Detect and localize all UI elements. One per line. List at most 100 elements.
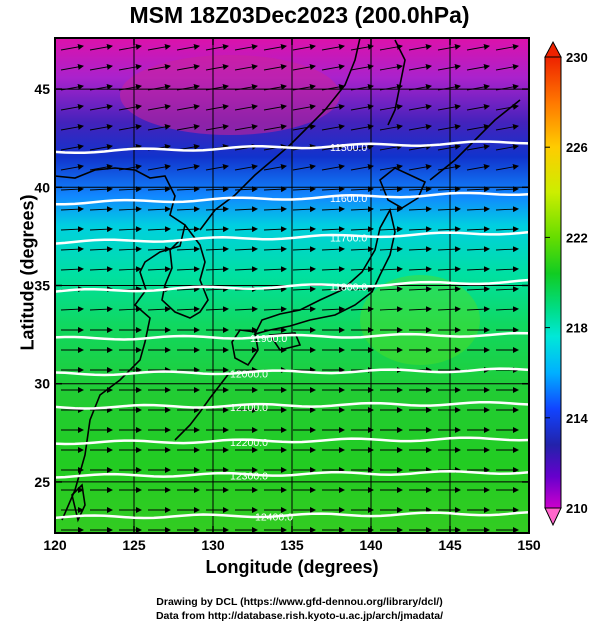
- wind-arrow: [321, 286, 345, 293]
- wind-arrow: [60, 163, 84, 171]
- wind-arrow: [466, 123, 490, 131]
- wind-arrow: [466, 226, 490, 233]
- wind-arrow: [408, 63, 432, 71]
- wind-arrow: [205, 123, 229, 131]
- wind-arrow: [379, 143, 403, 151]
- wind-arrow: [205, 63, 229, 71]
- wind-arrow: [495, 143, 519, 151]
- wind-arrow: [437, 186, 461, 193]
- wind-arrow: [292, 306, 316, 313]
- wind-arrow: [495, 246, 519, 253]
- contour-label: 12200.0: [230, 437, 268, 449]
- wind-arrow: [408, 266, 432, 273]
- wind-arrow: [118, 43, 142, 51]
- wind-arrow: [495, 83, 519, 91]
- wind-arrow: [437, 123, 461, 131]
- wind-arrow: [263, 206, 287, 213]
- wind-arrow: [379, 286, 403, 293]
- wind-arrow: [147, 43, 171, 51]
- wind-arrow: [147, 266, 171, 273]
- y-tick-label: 30: [34, 376, 50, 392]
- height-contours: 11500.0 11600.0 11700.0 11800.0 11900.0 12000…: [54, 140, 530, 524]
- cold-core-shading: [120, 55, 340, 135]
- contour-label: 12100.0: [230, 402, 268, 414]
- contour-line: [54, 436, 530, 446]
- wind-arrow: [408, 103, 432, 111]
- wind-arrow: [437, 306, 461, 313]
- wind-arrow: [118, 266, 142, 273]
- wind-arrow: [437, 83, 461, 91]
- wind-arrow: [234, 83, 258, 91]
- wind-arrow: [60, 43, 84, 51]
- wind-arrow: [350, 103, 374, 111]
- x-axis-label: Longitude (degrees): [205, 557, 379, 577]
- wind-arrow: [263, 123, 287, 131]
- wind-arrow: [466, 103, 490, 111]
- wind-arrow: [408, 43, 432, 51]
- wind-arrow: [495, 186, 519, 193]
- wind-arrow: [263, 286, 287, 293]
- wind-arrow: [147, 186, 171, 193]
- wind-arrow: [176, 246, 200, 253]
- wind-arrow: [350, 266, 374, 273]
- wind-arrow: [350, 186, 374, 193]
- wind-arrow: [321, 206, 345, 213]
- wind-arrow: [147, 123, 171, 131]
- coastline-ryukyu: [174, 371, 231, 441]
- wind-arrow: [263, 306, 287, 313]
- wind-arrow: [60, 226, 84, 233]
- wind-arrow: [263, 163, 287, 171]
- wind-arrow: [89, 226, 113, 233]
- y-axis-label: Latitude (degrees): [17, 194, 38, 351]
- wind-arrow: [466, 306, 490, 313]
- wind-arrow: [379, 103, 403, 111]
- wind-arrow: [147, 63, 171, 71]
- wind-arrow: [89, 43, 113, 51]
- wind-arrow: [147, 226, 171, 233]
- credit-drawing: Drawing by DCL (https://www.gfd-dennou.o…: [156, 596, 443, 608]
- x-tick-label: 145: [438, 537, 462, 553]
- wind-arrow: [350, 63, 374, 71]
- wind-arrow: [466, 163, 490, 171]
- wind-arrow: [263, 266, 287, 273]
- wind-arrow: [379, 63, 403, 71]
- wind-arrow: [466, 206, 490, 213]
- coastline-honshu: [253, 207, 396, 336]
- wind-arrow: [408, 163, 432, 171]
- wind-arrow: [234, 63, 258, 71]
- wind-arrow: [147, 206, 171, 213]
- wind-arrow: [495, 163, 519, 171]
- wind-arrow: [89, 306, 113, 313]
- contour-line: [54, 278, 530, 293]
- contour-label: 12400.0: [255, 512, 293, 524]
- contour-label: 12000.0: [230, 368, 268, 380]
- wind-arrow: [205, 266, 229, 273]
- colorbar-tick-label: 230: [566, 50, 588, 65]
- x-tick-label: 120: [43, 537, 67, 553]
- contour-line: [54, 331, 530, 341]
- wind-arrow: [234, 186, 258, 193]
- coastline-russia: [199, 37, 361, 231]
- wind-arrow: [176, 286, 200, 293]
- wind-arrow: [60, 83, 84, 91]
- wind-arrow: [321, 306, 345, 313]
- coastline-sakhalin: [387, 39, 406, 126]
- contour-label: 11900.0: [250, 333, 287, 345]
- wind-arrow: [292, 186, 316, 193]
- colorbar-tick-label: 210: [566, 501, 588, 516]
- wind-arrow: [379, 306, 403, 313]
- wind-arrow: [408, 306, 432, 313]
- wind-arrow: [60, 103, 84, 111]
- wind-arrow: [263, 83, 287, 91]
- wind-arrow: [60, 306, 84, 313]
- wind-arrow: [379, 206, 403, 213]
- wind-arrow: [350, 246, 374, 253]
- colorbar-tick-label: 222: [566, 230, 588, 245]
- contour-line: [54, 400, 530, 410]
- wind-arrow: [60, 63, 84, 71]
- wind-arrow: [321, 266, 345, 273]
- wind-arrow: [263, 43, 287, 51]
- wind-arrow: [118, 103, 142, 111]
- wind-arrow: [379, 163, 403, 171]
- wind-arrow: [205, 83, 229, 91]
